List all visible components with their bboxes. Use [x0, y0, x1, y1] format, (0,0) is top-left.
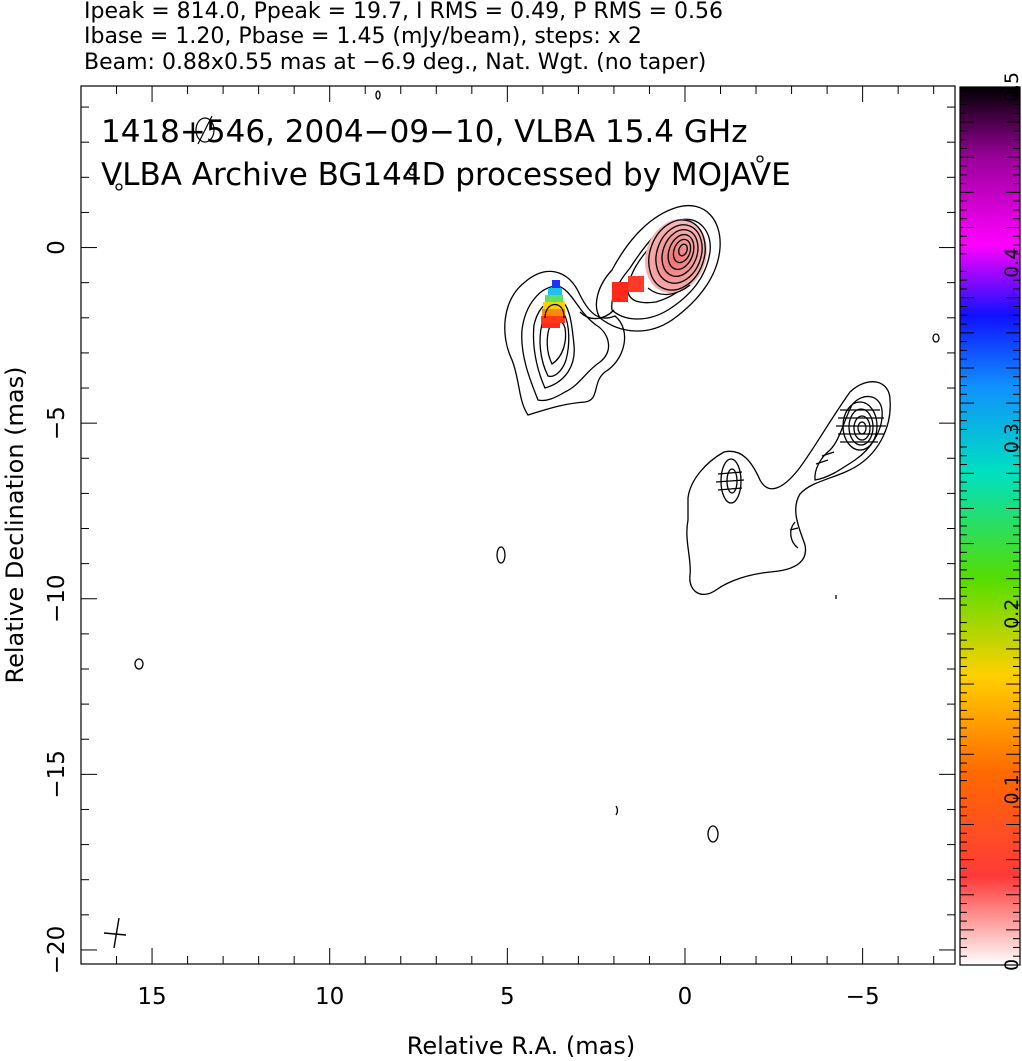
inner-jet-component	[504, 270, 626, 416]
inner-jet-contour-outer	[504, 270, 626, 416]
header-line-2: Ibase = 1.20, Pbase = 1.45 (mJy/beam), s…	[84, 24, 642, 49]
pol-vector	[789, 527, 799, 531]
outer-knot-contour-4	[857, 421, 867, 435]
beam-major-axis	[113, 917, 120, 949]
noise-contour	[496, 546, 506, 564]
bridge-contour	[579, 309, 615, 320]
map-annotation-processing: VLBA Archive BG144D processed by MOJAVE	[101, 157, 791, 193]
y-axis-ticks	[81, 106, 955, 951]
colorbar-tick-labels: 0 0.1 0.2 0.3 0.4 0.5	[1001, 72, 1022, 971]
outer-jet-contour-outer	[686, 381, 891, 595]
colorbar-tick-label: 0.3	[1001, 423, 1022, 453]
pol-pixel	[552, 280, 560, 288]
x-axis-label: Relative R.A. (mas)	[407, 1032, 635, 1060]
pol-vector	[821, 451, 835, 457]
map-annotation-source: 1418+546, 2004−09−10, VLBA 15.4 GHz	[101, 114, 747, 150]
core-component	[595, 205, 721, 332]
x-tick-label: 0	[678, 984, 693, 1010]
noise-contour	[756, 155, 764, 163]
pol-vector	[715, 479, 745, 483]
outer-knot-contour-3	[853, 415, 871, 441]
pol-pixel	[541, 316, 565, 323]
pol-pixel	[545, 295, 563, 302]
colorbar	[959, 86, 1021, 966]
core-contour-4	[648, 219, 706, 291]
pol-vector	[717, 471, 743, 475]
header-line-3: Beam: 0.88x0.55 mas at −6.9 deg., Nat. W…	[84, 50, 707, 75]
core-contour-9	[678, 243, 688, 257]
y-tick-label: −15	[44, 750, 70, 799]
noise-contour	[134, 658, 144, 670]
core-contour-8	[672, 238, 692, 264]
y-tick-label: −10	[44, 574, 70, 623]
header-line-1: Ipeak = 814.0, Ppeak = 19.7, I RMS = 0.4…	[84, 0, 723, 24]
core-contour-6	[661, 229, 699, 277]
outer-jet-contour-2	[814, 395, 883, 481]
outer-knot-contour-2	[848, 408, 874, 446]
polarization-vectors	[715, 409, 886, 531]
y-tick-label: 0	[44, 240, 70, 255]
noise-contour	[932, 333, 940, 343]
source-marker-slash	[197, 115, 213, 145]
y-axis-tick-labels: 0 −5 −10 −15 −20	[44, 240, 70, 974]
mid-knot-contour-1	[720, 458, 742, 504]
y-axis-label: Relative Declination (mas)	[1, 366, 29, 683]
pol-pixel	[542, 323, 560, 328]
core-inner-arc	[647, 284, 691, 296]
pol-pixel	[543, 302, 565, 309]
x-tick-label: 5	[500, 984, 515, 1010]
mid-contour-arc	[790, 521, 799, 549]
contour-layer	[115, 90, 940, 843]
pol-arc	[544, 303, 565, 319]
noise-contour	[375, 90, 381, 100]
noise-contour	[615, 805, 619, 816]
colorbar-ticks	[960, 95, 1020, 957]
pol-pixel	[612, 282, 628, 302]
source-marker	[195, 115, 215, 145]
y-tick-label: −20	[44, 926, 70, 975]
x-tick-label: −5	[846, 984, 880, 1010]
outer-jet-component	[686, 381, 891, 595]
x-axis-ticks	[80, 86, 935, 964]
x-axis-tick-labels: 15 10 5 0 −5	[137, 984, 879, 1010]
core-contour-7	[667, 233, 695, 271]
core-contour-outer	[595, 205, 721, 332]
colorbar-tick-label: 0.4	[1001, 247, 1022, 277]
noise-contour	[408, 168, 416, 176]
beam-minor-axis	[103, 932, 127, 936]
core-contour-2	[611, 218, 711, 320]
noise-contour	[707, 825, 719, 843]
polarization-color-pixels	[541, 276, 644, 328]
colorbar-tick-label: 0.5	[1001, 72, 1022, 102]
x-tick-label: 10	[315, 984, 344, 1010]
inner-jet-contour-2	[521, 285, 610, 402]
colorbar-tick-label: 0.1	[1001, 774, 1022, 804]
pol-pixel	[628, 276, 644, 292]
noise-contour	[115, 183, 123, 191]
pol-vector	[717, 487, 743, 491]
colorbar-tick-label: 0.2	[1001, 599, 1022, 629]
y-tick-label: −5	[44, 406, 70, 440]
plot-frame	[80, 85, 956, 965]
x-tick-label: 15	[137, 984, 166, 1010]
core-contour-5	[655, 224, 703, 284]
pol-pixel	[548, 288, 562, 295]
pol-pixel	[542, 309, 565, 316]
source-marker-ellipse	[195, 117, 215, 143]
beam-symbol	[103, 917, 127, 949]
noise-contours	[115, 90, 940, 843]
pol-vector	[815, 459, 829, 465]
colorbar-tick-label: 0	[1001, 959, 1022, 971]
